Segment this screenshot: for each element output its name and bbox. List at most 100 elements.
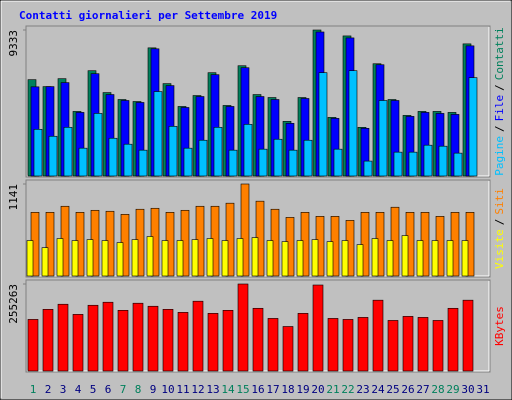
bar xyxy=(236,238,244,277)
bar xyxy=(108,137,118,177)
x-tick-label: 12 xyxy=(191,383,204,396)
bar xyxy=(48,135,58,177)
bar xyxy=(297,313,309,372)
bar xyxy=(372,299,384,372)
bar xyxy=(116,242,124,277)
bar xyxy=(221,240,229,277)
x-tick-label: 30 xyxy=(461,383,474,396)
bar xyxy=(431,240,439,277)
legend-separator: / xyxy=(493,84,506,91)
bar xyxy=(252,307,264,372)
bar xyxy=(86,239,94,277)
x-tick-label: 1 xyxy=(30,383,37,396)
bar xyxy=(45,212,55,277)
bar xyxy=(371,238,379,277)
bar xyxy=(153,91,163,177)
bar xyxy=(327,318,339,372)
bar xyxy=(213,127,223,177)
bar xyxy=(401,235,409,277)
bar xyxy=(168,126,178,177)
bar xyxy=(161,240,169,277)
legend: KBytes xyxy=(493,306,506,346)
bar xyxy=(33,129,43,177)
bar xyxy=(101,240,109,277)
legend-entry: Pagine xyxy=(493,136,506,176)
x-tick-label: 11 xyxy=(176,383,189,396)
x-tick-label: 8 xyxy=(135,383,142,396)
bar xyxy=(56,238,64,277)
x-tick-label: 9 xyxy=(150,383,157,396)
y-tick-label: 1141 xyxy=(7,184,20,211)
bar xyxy=(243,124,253,177)
x-tick-label: 14 xyxy=(221,383,235,396)
bar xyxy=(123,143,133,177)
bar xyxy=(27,319,39,372)
bar xyxy=(258,148,268,177)
bar xyxy=(57,303,69,372)
bar xyxy=(93,113,103,177)
bar xyxy=(363,160,373,177)
x-tick-label: 16 xyxy=(251,383,264,396)
bar xyxy=(146,236,154,277)
x-tick-label: 21 xyxy=(326,383,339,396)
x-tick-label: 6 xyxy=(105,383,112,396)
bar xyxy=(42,309,54,372)
bar xyxy=(408,151,418,177)
bar xyxy=(282,326,294,372)
bar xyxy=(281,241,289,277)
bar xyxy=(386,240,394,277)
y-tick-label: 255263 xyxy=(7,284,20,324)
bar xyxy=(311,239,319,277)
x-tick-label: 15 xyxy=(236,383,249,396)
legend-entry: File xyxy=(493,95,506,122)
bar xyxy=(26,240,34,277)
legend-entry: Siti xyxy=(493,188,506,215)
bar xyxy=(222,309,234,372)
legend: Pagine / File / Contatti xyxy=(493,27,506,175)
bar xyxy=(63,127,73,177)
bar xyxy=(318,72,328,177)
bar xyxy=(432,320,444,372)
x-tick-label: 23 xyxy=(356,383,369,396)
x-tick-label: 19 xyxy=(296,383,309,396)
bar xyxy=(267,318,279,372)
legend: Visite / Siti xyxy=(493,188,506,269)
legend-entry: KBytes xyxy=(493,306,506,346)
chart-title: Contatti giornalieri per Settembre 2019 xyxy=(19,9,277,22)
bar xyxy=(147,305,159,372)
bar xyxy=(207,313,219,372)
x-tick-label: 28 xyxy=(431,383,444,396)
x-tick-label: 2 xyxy=(45,383,52,396)
bar xyxy=(78,147,88,177)
bar xyxy=(447,307,459,372)
x-tick-label: 29 xyxy=(446,383,459,396)
x-tick-label: 20 xyxy=(311,383,324,396)
bar xyxy=(288,149,298,177)
legend-entry: Contatti xyxy=(493,27,506,80)
bar xyxy=(378,100,388,177)
bar xyxy=(303,139,313,177)
bar xyxy=(333,148,343,177)
x-tick-label: 4 xyxy=(75,383,82,396)
bar xyxy=(176,240,184,277)
bar xyxy=(72,314,84,372)
bar xyxy=(438,145,448,177)
legend-separator: / xyxy=(493,125,506,132)
bar xyxy=(423,144,433,177)
bar xyxy=(228,149,238,177)
bar xyxy=(132,302,144,372)
x-tick-label: 26 xyxy=(401,383,414,396)
bar xyxy=(192,300,204,372)
bar xyxy=(296,240,304,277)
bar xyxy=(131,239,139,277)
x-tick-label: 24 xyxy=(371,383,385,396)
bar xyxy=(251,237,259,277)
x-tick-label: 7 xyxy=(120,383,127,396)
x-tick-label: 18 xyxy=(281,383,294,396)
bar xyxy=(71,240,79,277)
x-tick-label: 10 xyxy=(161,383,174,396)
bar xyxy=(461,240,469,277)
bar xyxy=(357,317,369,372)
bar xyxy=(468,77,478,177)
x-tick-label: 5 xyxy=(90,383,97,396)
